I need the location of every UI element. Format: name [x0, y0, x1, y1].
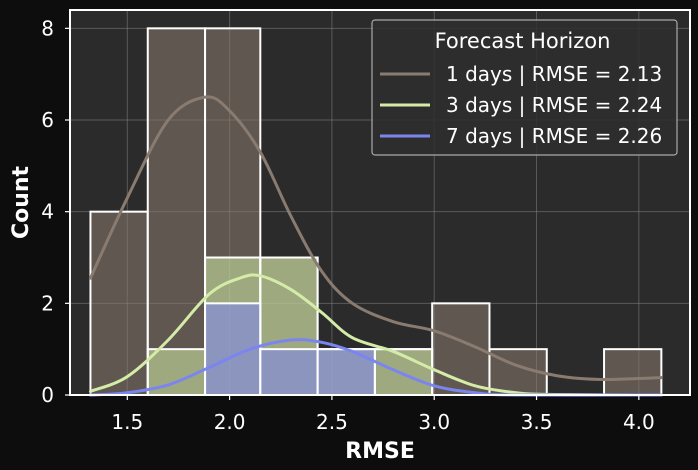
y-tick-label: 0: [41, 383, 54, 407]
legend-label: 1 days | RMSE = 2.13: [446, 62, 662, 86]
legend-title: Forecast Horizon: [435, 29, 611, 53]
histogram-bar: [603, 348, 663, 396]
histogram-bar: [89, 210, 149, 396]
y-tick-label: 6: [41, 108, 54, 132]
histogram-bar: [259, 348, 319, 396]
x-axis-ticks: 1.5 2.0 2.5 3.0 3.5 4.0: [111, 395, 655, 434]
x-tick-label: 2.5: [316, 410, 348, 434]
kde-line: [88, 95, 663, 382]
y-tick-label: 4: [41, 200, 54, 224]
legend: Forecast Horizon 1 days | RMSE = 2.13 3 d…: [371, 19, 678, 156]
legend-label: 3 days | RMSE = 2.24: [446, 93, 662, 117]
legend-box: [371, 19, 678, 156]
x-tick-label: 4.0: [623, 410, 655, 434]
y-axis-ticks: 0 2 4 6 8: [41, 16, 70, 407]
x-tick-label: 2.0: [214, 410, 246, 434]
legend-items: 1 days | RMSE = 2.13 3 days | RMSE = 2.24…: [380, 62, 662, 148]
y-tick-label: 2: [41, 291, 54, 315]
y-axis-label: Count: [9, 165, 34, 239]
x-tick-label: 3.0: [418, 410, 450, 434]
plot-frame: [69, 9, 691, 396]
y-tick-label: 8: [41, 16, 54, 40]
x-tick-label: 3.5: [521, 410, 553, 434]
histogram-bar: [146, 27, 207, 396]
legend-label: 7 days | RMSE = 2.26: [446, 124, 662, 148]
x-axis-label: RMSE: [345, 439, 415, 464]
kde-line: [88, 273, 663, 397]
x-tick-label: 1.5: [111, 410, 143, 434]
